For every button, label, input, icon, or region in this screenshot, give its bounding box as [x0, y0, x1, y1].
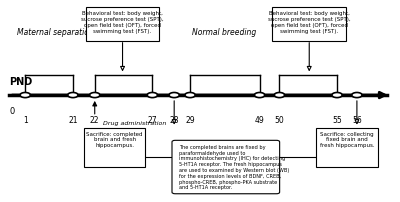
Text: Sacrifice: collecting
fixed brain and
fresh hippocampus.: Sacrifice: collecting fixed brain and fr… [320, 131, 374, 147]
Circle shape [90, 93, 100, 98]
Text: 0: 0 [9, 107, 14, 116]
Text: 28: 28 [170, 115, 179, 124]
Text: Normal breeding: Normal breeding [192, 28, 256, 37]
Text: 1: 1 [23, 115, 28, 124]
Text: PND: PND [9, 77, 32, 87]
Circle shape [185, 93, 195, 98]
Circle shape [254, 93, 265, 98]
Text: Behavioral test: body weight,
sucrose preference test (SPT),
open field test (OF: Behavioral test: body weight, sucrose pr… [268, 11, 350, 34]
Text: 56: 56 [352, 115, 362, 124]
Text: 49: 49 [255, 115, 264, 124]
Text: 27: 27 [148, 115, 157, 124]
Circle shape [274, 93, 285, 98]
Circle shape [68, 93, 78, 98]
Text: Sacrifice: completed
brain and fresh
hippocampus.: Sacrifice: completed brain and fresh hip… [86, 131, 143, 147]
Circle shape [332, 93, 342, 98]
Text: 55: 55 [332, 115, 342, 124]
FancyBboxPatch shape [316, 128, 378, 167]
Text: 22: 22 [90, 115, 100, 124]
FancyBboxPatch shape [172, 141, 280, 194]
Text: Behavioral test: body weight,
sucrose preference test (SPT),
open field test (OF: Behavioral test: body weight, sucrose pr… [81, 11, 164, 34]
Text: 29: 29 [185, 115, 195, 124]
Text: 21: 21 [68, 115, 78, 124]
Circle shape [20, 93, 30, 98]
FancyBboxPatch shape [272, 8, 346, 42]
Text: The completed brains are fixed by
paraformaldehyde used to
immunohistochemistry : The completed brains are fixed by parafo… [179, 144, 289, 189]
Text: Drug administration: Drug administration [103, 121, 166, 125]
Circle shape [147, 93, 158, 98]
FancyBboxPatch shape [84, 128, 145, 167]
FancyBboxPatch shape [86, 8, 159, 42]
Text: Maternal separation: Maternal separation [17, 28, 94, 37]
Circle shape [169, 93, 179, 98]
Circle shape [352, 93, 362, 98]
Text: 50: 50 [274, 115, 284, 124]
